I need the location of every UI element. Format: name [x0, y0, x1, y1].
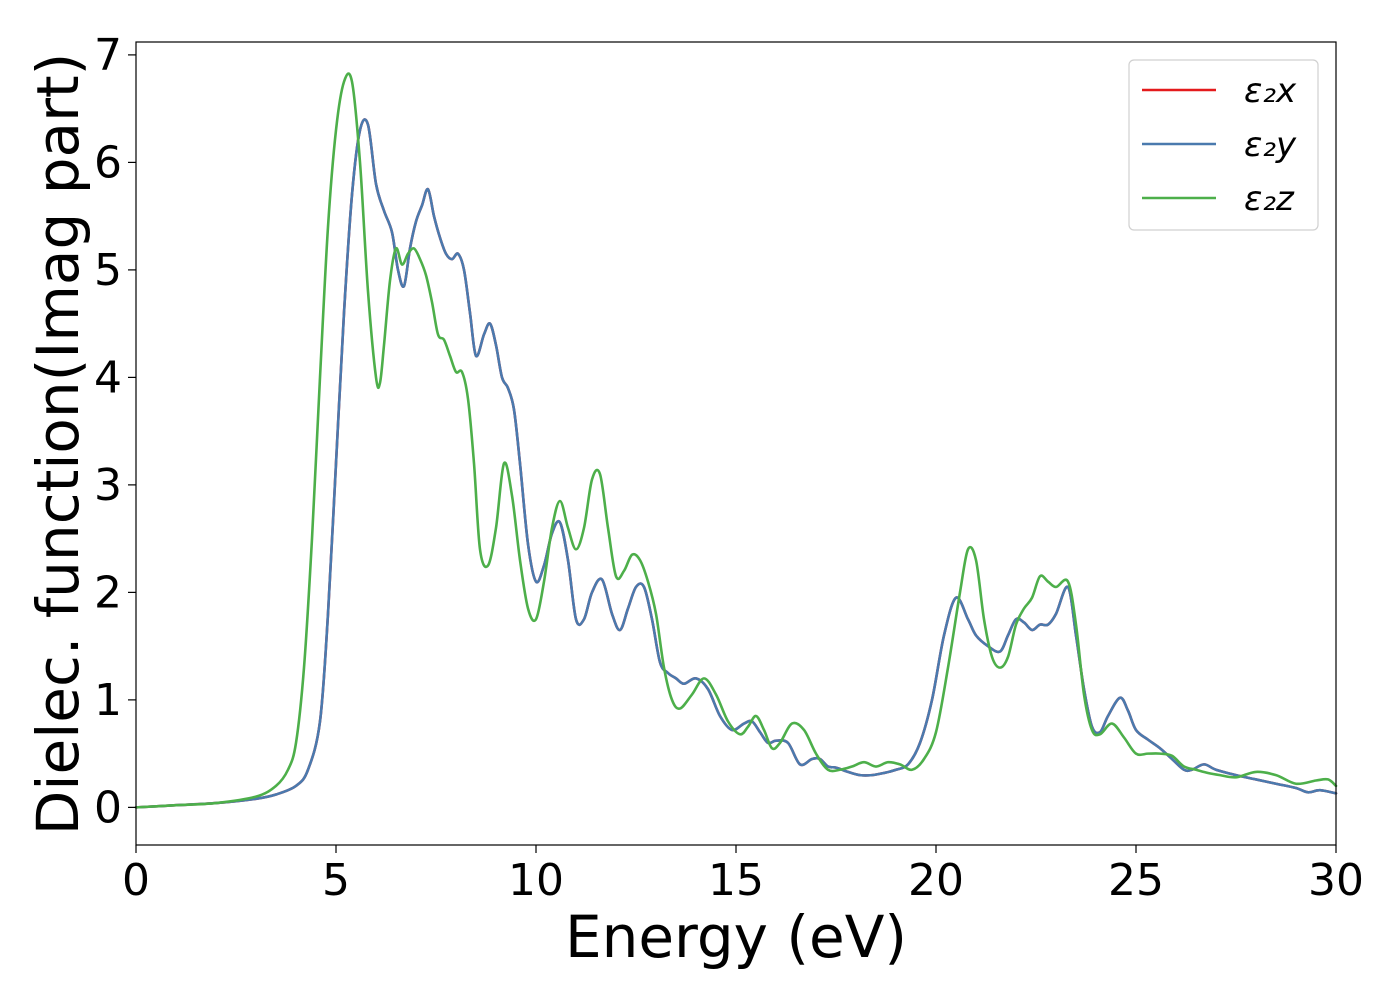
- x-tick-label: 10: [508, 855, 564, 906]
- x-tick-label: 0: [122, 855, 150, 906]
- legend-label-eps2-x: ε₂x: [1244, 71, 1297, 111]
- x-tick-label: 25: [1108, 855, 1164, 906]
- x-tick-label: 30: [1308, 855, 1364, 906]
- y-tick-label: 3: [94, 460, 122, 511]
- legend-label-eps2-y: ε₂y: [1244, 125, 1297, 165]
- x-axis-label: Energy (eV): [565, 903, 907, 971]
- y-tick-label: 6: [94, 137, 122, 188]
- y-tick-label: 2: [94, 567, 122, 618]
- y-tick-label: 5: [94, 245, 122, 296]
- y-tick-label: 7: [94, 30, 122, 81]
- y-tick-label: 0: [94, 782, 122, 833]
- legend-label-eps2-z: ε₂z: [1244, 179, 1295, 219]
- x-axis: 0 5 10 15 20 25 30: [122, 845, 1364, 906]
- series-line-eps2-z: [134, 72, 1338, 809]
- x-tick-label: 20: [908, 855, 964, 906]
- x-tick-label: 15: [708, 855, 764, 906]
- legend-frame: [1128, 59, 1319, 231]
- y-tick-label: 1: [94, 675, 122, 726]
- series-layer: [134, 72, 1338, 809]
- y-axis: 0 1 2 3 4 5 6 7: [94, 30, 136, 833]
- y-axis-label: Dielec. function(Imag part): [24, 53, 92, 836]
- legend: ε₂x ε₂y ε₂z: [1128, 59, 1319, 231]
- y-tick-label: 4: [94, 352, 122, 403]
- x-tick-label: 5: [322, 855, 350, 906]
